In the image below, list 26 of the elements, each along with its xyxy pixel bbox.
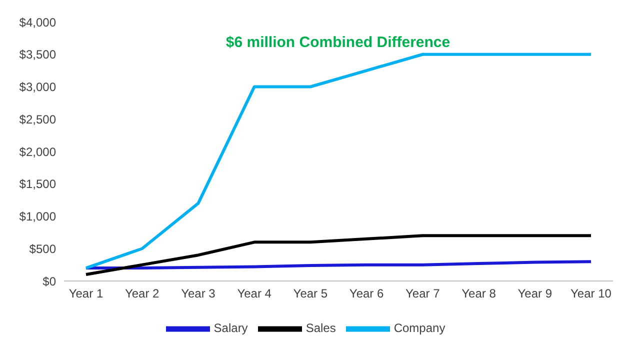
x-tick-label: Year 10 <box>570 286 612 301</box>
x-tick-label: Year 5 <box>293 286 328 301</box>
legend-label: Sales <box>306 321 336 336</box>
y-tick-label: $1,500 <box>19 177 56 192</box>
y-tick-label: $3,000 <box>19 80 56 94</box>
x-tick-label: Year 7 <box>406 286 440 301</box>
y-tick-label: $4,000 <box>19 15 56 30</box>
y-tick-label: $2,500 <box>19 112 56 126</box>
x-tick-label: Year 6 <box>349 286 384 301</box>
y-tick-label: $2,000 <box>19 144 56 159</box>
text: $6 million Combined Difference <box>224 34 452 51</box>
y-tick-label: $1,000 <box>19 210 56 224</box>
line-series <box>84 52 592 270</box>
x-tick-label: Year 9 <box>518 286 552 301</box>
y-tick-label: $500 <box>29 242 56 256</box>
y-tick-label: $0 <box>42 274 56 288</box>
line-series <box>84 260 592 270</box>
legend-label: Salary <box>214 321 248 336</box>
x-tick-label: Year 2 <box>124 286 160 301</box>
y-tick-label: $3,500 <box>19 48 56 62</box>
x-tick-label: Year 1 <box>68 286 104 301</box>
x-tick-label: Year 8 <box>462 286 496 301</box>
legend-label: Company <box>394 321 446 336</box>
x-tick-label: Year 3 <box>181 286 216 301</box>
line-series <box>84 234 592 276</box>
x-tick-label: Year 4 <box>237 286 272 301</box>
